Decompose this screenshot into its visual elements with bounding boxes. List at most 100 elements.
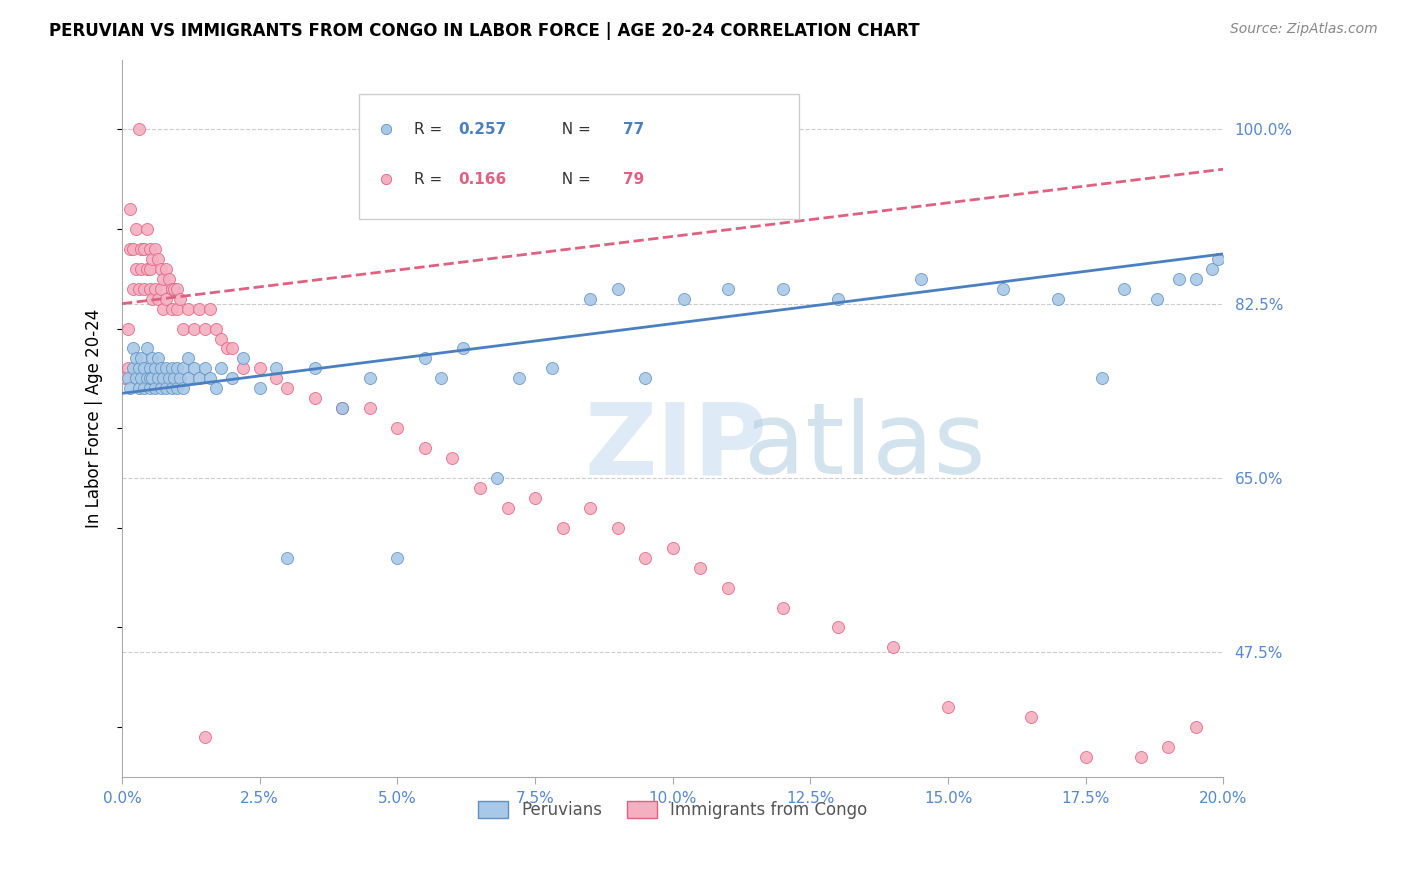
Point [141, 351, 163, 366]
Point [169, 292, 191, 306]
Point [882, 640, 904, 655]
Point [160, 381, 183, 395]
Point [143, 361, 166, 376]
Point [1129, 750, 1152, 764]
Point [166, 381, 188, 395]
Point [183, 321, 205, 335]
Point [135, 222, 157, 236]
Point [936, 700, 959, 714]
Text: ZIP: ZIP [585, 399, 768, 495]
Point [1074, 750, 1097, 764]
Point [160, 361, 183, 376]
Point [166, 301, 188, 316]
Point [468, 481, 491, 495]
Point [330, 401, 353, 416]
Point [606, 282, 628, 296]
Text: atlas: atlas [744, 399, 986, 495]
Point [993, 282, 1015, 296]
Point [198, 371, 221, 385]
Point [1168, 272, 1191, 286]
Point [125, 351, 148, 366]
Point [375, 172, 398, 186]
Point [177, 351, 200, 366]
Point [128, 361, 150, 376]
Point [634, 371, 657, 385]
Point [125, 222, 148, 236]
Point [157, 371, 180, 385]
Point [194, 361, 217, 376]
Point [1185, 272, 1208, 286]
Point [1019, 710, 1042, 724]
Point [204, 381, 226, 395]
Point [359, 401, 381, 416]
Legend: Peruvians, Immigrants from Congo: Peruvians, Immigrants from Congo [471, 795, 875, 826]
Point [128, 381, 150, 395]
Point [772, 600, 794, 615]
Point [330, 401, 353, 416]
Point [131, 242, 153, 256]
Point [132, 282, 155, 296]
Point [221, 371, 243, 385]
Point [143, 242, 166, 256]
Point [143, 282, 166, 296]
Text: 77: 77 [623, 122, 644, 136]
Point [131, 351, 153, 366]
Point [135, 261, 157, 276]
Point [1146, 292, 1168, 306]
Point [209, 361, 232, 376]
Text: Source: ZipAtlas.com: Source: ZipAtlas.com [1230, 22, 1378, 37]
Point [232, 361, 254, 376]
Point [152, 371, 174, 385]
Point [152, 272, 174, 286]
Point [689, 560, 711, 574]
Point [125, 371, 148, 385]
Point [177, 371, 200, 385]
Point [152, 301, 174, 316]
Point [304, 392, 326, 406]
Point [188, 371, 211, 385]
Point [141, 292, 163, 306]
Point [717, 282, 740, 296]
Point [198, 301, 221, 316]
Point [1114, 282, 1136, 296]
Point [276, 550, 298, 565]
Point [169, 371, 191, 385]
Point [146, 371, 169, 385]
Point [122, 361, 145, 376]
Point [131, 261, 153, 276]
Point [249, 361, 271, 376]
Point [441, 451, 464, 466]
Point [1091, 371, 1114, 385]
Point [141, 252, 163, 266]
Y-axis label: In Labor Force | Age 20-24: In Labor Force | Age 20-24 [86, 309, 103, 528]
Point [141, 371, 163, 385]
Point [122, 282, 145, 296]
Point [304, 361, 326, 376]
Point [183, 361, 205, 376]
Point [117, 361, 139, 376]
Point [177, 301, 200, 316]
Point [138, 242, 160, 256]
Point [143, 381, 166, 395]
Point [122, 242, 145, 256]
Point [524, 491, 547, 505]
Point [125, 261, 148, 276]
Point [131, 371, 153, 385]
Point [155, 292, 177, 306]
Point [215, 342, 238, 356]
Text: 0.257: 0.257 [458, 122, 506, 136]
Point [485, 471, 508, 485]
Point [194, 321, 217, 335]
Point [146, 252, 169, 266]
Point [551, 521, 574, 535]
Point [163, 282, 186, 296]
Point [114, 371, 136, 385]
Point [606, 521, 628, 535]
Point [149, 282, 172, 296]
Point [146, 292, 169, 306]
Point [117, 321, 139, 335]
Point [122, 342, 145, 356]
Point [132, 242, 155, 256]
Point [155, 261, 177, 276]
Point [149, 261, 172, 276]
